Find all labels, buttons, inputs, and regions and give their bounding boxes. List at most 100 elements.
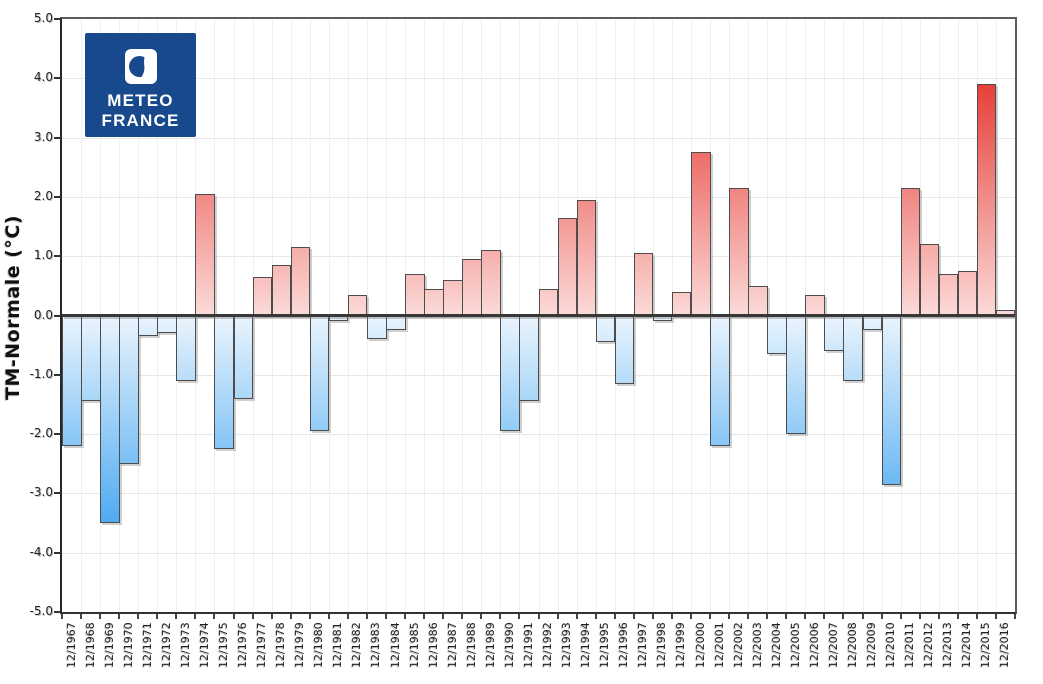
x-tick-mark (251, 614, 254, 619)
bar-12/1979 (290, 247, 311, 317)
y-tick-mark (54, 314, 61, 317)
bar-12/2004 (767, 315, 787, 355)
x-tick-mark (899, 614, 902, 619)
x-tick-label: 12/1985 (407, 622, 421, 668)
bar-12/1995 (595, 315, 616, 343)
bar-12/1968 (81, 315, 101, 402)
x-tick-mark (594, 614, 597, 619)
x-tick-label: 12/2006 (807, 622, 821, 668)
bar-12/2009 (862, 315, 883, 331)
x-tick-mark (804, 614, 807, 619)
y-tick-mark (54, 77, 61, 80)
meteo-france-logo: METEO FRANCE (85, 33, 196, 137)
x-tick-mark (442, 614, 445, 619)
x-tick-label: 12/1991 (521, 622, 535, 668)
x-tick-label: 12/1990 (502, 622, 516, 668)
y-tick-mark (54, 195, 61, 198)
x-tick-mark (518, 614, 521, 619)
x-tick-mark (728, 614, 731, 619)
x-tick-label: 12/1971 (140, 622, 154, 668)
logo-text-line2: FRANCE (101, 111, 180, 130)
x-tick-mark (175, 614, 178, 619)
x-tick-label: 12/1992 (541, 622, 555, 668)
x-tick-label: 12/1973 (178, 622, 192, 668)
bar-12/2007 (824, 315, 844, 352)
x-tick-mark (308, 614, 311, 619)
bar-12/1996 (614, 315, 635, 384)
bar-12/1992 (538, 288, 559, 317)
bar-12/1988 (462, 259, 482, 317)
x-tick-mark (709, 614, 712, 619)
y-tick-label: -3.0 (29, 485, 53, 500)
x-tick-label: 12/2005 (788, 622, 802, 668)
x-tick-mark (423, 614, 426, 619)
x-tick-mark (861, 614, 864, 619)
y-tick-label: 2.0 (33, 188, 53, 203)
x-tick-mark (461, 614, 464, 619)
x-tick-mark (270, 614, 273, 619)
x-tick-label: 12/1988 (464, 622, 478, 668)
x-tick-label: 12/2001 (712, 622, 726, 668)
x-tick-label: 12/1979 (293, 622, 307, 668)
y-tick-label: -1.0 (29, 366, 53, 381)
x-tick-mark (575, 614, 578, 619)
x-tick-mark (404, 614, 407, 619)
x-tick-mark (537, 614, 540, 619)
x-tick-mark (156, 614, 159, 619)
x-tick-mark (785, 614, 788, 619)
x-tick-mark (365, 614, 368, 619)
y-tick-mark (54, 136, 61, 139)
bar-12/2012 (919, 244, 940, 317)
bar-12/1993 (557, 217, 578, 317)
x-tick-mark (480, 614, 483, 619)
x-tick-mark (937, 614, 940, 619)
x-tick-mark (118, 614, 121, 619)
bar-12/2000 (690, 152, 711, 317)
x-tick-label: 12/2013 (941, 622, 955, 668)
y-tick-mark (54, 373, 61, 376)
bar-12/1976 (233, 315, 254, 399)
x-tick-label: 12/2011 (903, 622, 917, 668)
x-tick-label: 12/1969 (102, 622, 116, 668)
zero-line (62, 314, 1015, 317)
x-tick-label: 12/1968 (83, 622, 97, 668)
x-tick-label: 12/2007 (826, 622, 840, 668)
bar-12/1972 (157, 315, 177, 334)
x-tick-mark (1014, 614, 1016, 619)
x-tick-label: 12/2015 (979, 622, 993, 668)
x-tick-mark (880, 614, 883, 619)
bar-12/1997 (633, 253, 654, 317)
bar-12/2014 (957, 271, 978, 317)
x-tick-mark (232, 614, 235, 619)
x-tick-mark (213, 614, 216, 619)
y-tick-mark (54, 18, 61, 20)
bar-12/1969 (100, 315, 120, 524)
x-tick-label: 12/1998 (655, 622, 669, 668)
x-tick-mark (747, 614, 750, 619)
x-tick-mark (194, 614, 197, 619)
x-tick-label: 12/2009 (865, 622, 879, 668)
bar-12/2005 (786, 315, 806, 435)
x-tick-label: 12/2000 (693, 622, 707, 668)
bar-12/1984 (386, 315, 406, 331)
x-tick-label: 12/1972 (159, 622, 173, 668)
x-tick-label: 12/2008 (845, 622, 859, 668)
x-tick-mark (61, 614, 63, 619)
x-tick-mark (918, 614, 921, 619)
x-tick-label: 12/1983 (369, 622, 383, 668)
x-tick-mark (651, 614, 654, 619)
x-tick-label: 12/1967 (64, 622, 78, 668)
x-tick-mark (670, 614, 673, 619)
x-tick-mark (346, 614, 349, 619)
x-tick-label: 12/1994 (579, 622, 593, 668)
x-tick-label: 12/1974 (197, 622, 211, 668)
y-tick-mark (54, 611, 61, 613)
bar-12/1978 (271, 265, 292, 317)
x-tick-label: 12/1989 (483, 622, 497, 668)
x-tick-mark (80, 614, 83, 619)
bar-12/1983 (366, 315, 387, 340)
y-tick-mark (54, 255, 61, 258)
x-tick-label: 12/2010 (884, 622, 898, 668)
x-tick-mark (499, 614, 502, 619)
